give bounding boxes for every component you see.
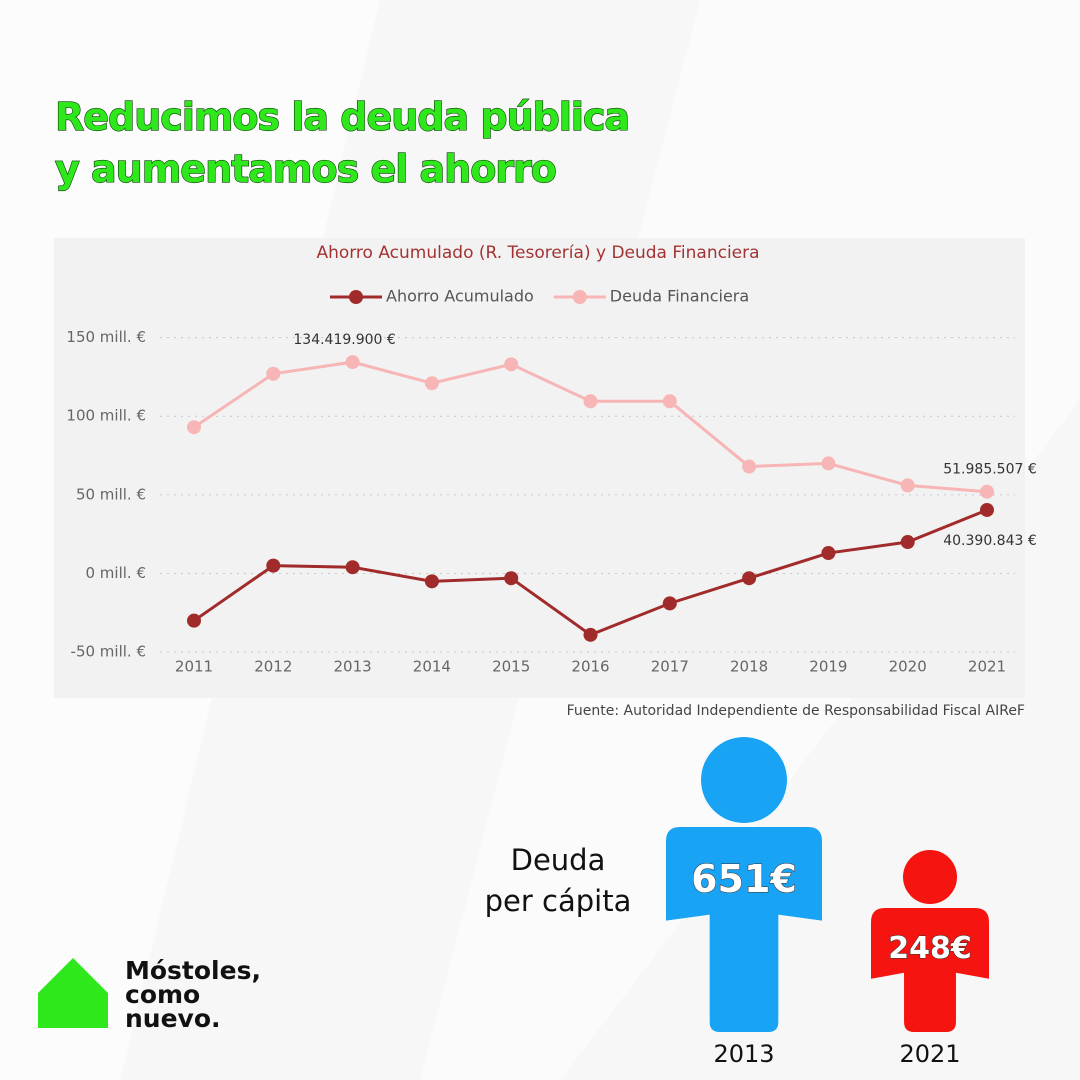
data-point xyxy=(742,571,757,586)
y-tick-label: 100 mill. € xyxy=(66,407,146,425)
x-tick-label: 2012 xyxy=(254,658,292,676)
legend-label: Ahorro Acumulado xyxy=(386,287,534,306)
data-point xyxy=(821,456,836,471)
y-tick-label: -50 mill. € xyxy=(71,643,146,661)
person-head xyxy=(701,737,787,823)
per-capita-amount: 248€ xyxy=(888,931,972,966)
x-tick-label: 2014 xyxy=(413,658,451,676)
x-tick-label: 2018 xyxy=(730,658,768,676)
page-title: Reducimos la deuda pública xyxy=(55,95,629,139)
data-point xyxy=(187,613,201,628)
data-point xyxy=(345,560,360,575)
chart-title: Ahorro Acumulado (R. Tesorería) y Deuda … xyxy=(316,243,759,263)
legend-marker xyxy=(349,290,363,304)
data-point xyxy=(583,394,598,409)
x-tick-label: 2015 xyxy=(492,658,530,676)
data-point xyxy=(266,366,281,381)
data-label: 134.419.900 € xyxy=(293,332,395,348)
per-capita-amount: 651€ xyxy=(691,857,797,901)
data-point xyxy=(662,394,677,409)
logo-text: nuevo. xyxy=(125,1004,221,1033)
data-point xyxy=(662,596,677,611)
legend-marker xyxy=(572,290,587,304)
data-point xyxy=(504,357,519,372)
legend-label: Deuda Financiera xyxy=(610,287,749,306)
data-point xyxy=(345,355,360,370)
x-tick-label: 2017 xyxy=(651,658,689,676)
x-tick-label: 2011 xyxy=(175,658,213,676)
data-point xyxy=(424,376,439,391)
chart: -50 mill. € 0 mill. € 50 mill. € 100 mill. … xyxy=(66,287,1036,676)
y-tick-label: 0 mill. € xyxy=(85,564,146,582)
per-capita-year: 2013 xyxy=(713,1040,774,1068)
person-body xyxy=(871,908,989,1032)
x-tick-label: 2019 xyxy=(809,658,847,676)
data-point xyxy=(900,478,915,493)
person-head xyxy=(903,850,957,904)
data-label: 40.390.843 € xyxy=(943,533,1037,549)
chart-area xyxy=(54,238,1025,698)
page-title: y aumentamos el ahorro xyxy=(55,147,556,191)
people: 651€ 2013 248€ 2021 xyxy=(666,737,989,1068)
data-point xyxy=(187,420,201,435)
per-capita-label: per cápita xyxy=(485,884,632,918)
logo-text: Móstoles, xyxy=(125,956,261,985)
logo-text: como xyxy=(125,980,200,1009)
data-point xyxy=(900,535,915,550)
x-tick-label: 2021 xyxy=(968,658,1006,676)
person-body xyxy=(666,827,822,1032)
x-tick-label: 2020 xyxy=(889,658,927,676)
data-point xyxy=(424,574,439,589)
per-capita-label: Deuda xyxy=(511,843,606,877)
data-point xyxy=(821,546,836,561)
data-point xyxy=(504,571,519,586)
x-tick-label: 2013 xyxy=(334,658,372,676)
source: Fuente: Autoridad Independiente de Respo… xyxy=(567,703,1025,719)
y-tick-label: 150 mill. € xyxy=(66,328,146,346)
logo-house xyxy=(38,958,108,1028)
x-tick-label: 2016 xyxy=(571,658,609,676)
y-tick-label: 50 mill. € xyxy=(76,485,146,503)
per-capita-year: 2021 xyxy=(899,1040,960,1068)
data-point xyxy=(742,459,757,474)
data-point xyxy=(980,502,994,517)
data-point xyxy=(266,558,281,573)
data-label: 51.985.507 € xyxy=(943,462,1037,478)
data-point xyxy=(583,627,598,642)
data-point xyxy=(980,484,994,499)
